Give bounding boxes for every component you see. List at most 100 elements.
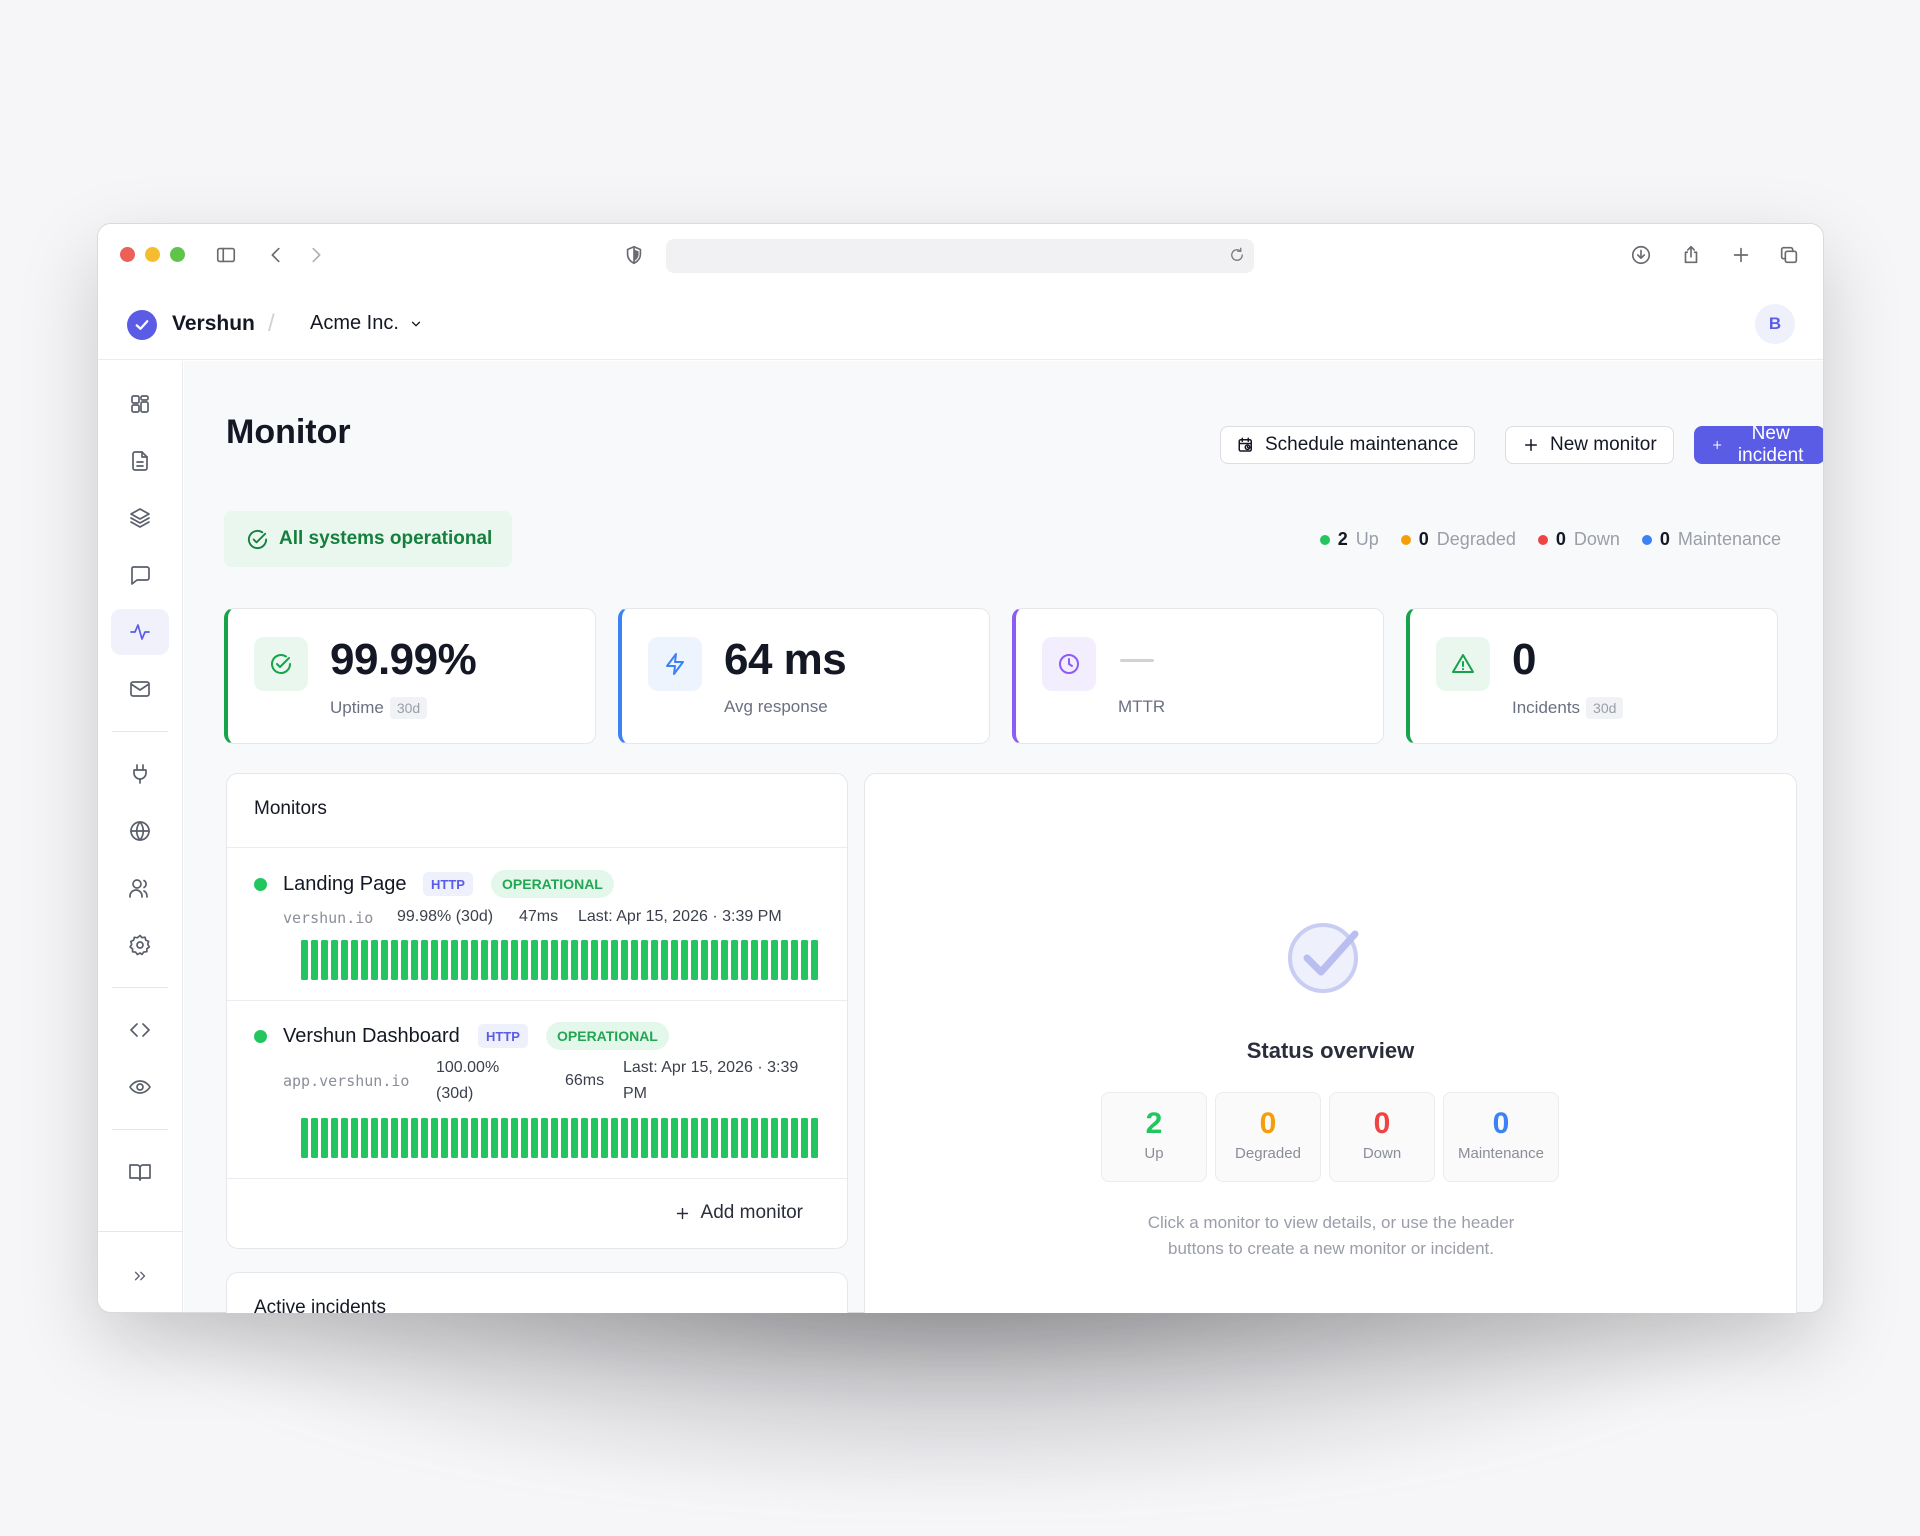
- uptime-bar[interactable]: [321, 940, 328, 980]
- uptime-bar[interactable]: [311, 1118, 318, 1158]
- sidebar-item-monitor[interactable]: [111, 609, 169, 655]
- tab-overview-icon[interactable]: [1776, 242, 1802, 268]
- uptime-bar[interactable]: [351, 1118, 358, 1158]
- sidebar-item-docs[interactable]: [111, 1149, 169, 1195]
- uptime-bar[interactable]: [421, 940, 428, 980]
- uptime-bar[interactable]: [541, 1118, 548, 1158]
- uptime-bar[interactable]: [781, 1118, 788, 1158]
- uptime-bar[interactable]: [361, 1118, 368, 1158]
- back-arrow-icon[interactable]: [263, 242, 289, 268]
- reload-icon[interactable]: [1228, 246, 1248, 266]
- uptime-bar[interactable]: [421, 1118, 428, 1158]
- uptime-bar[interactable]: [391, 1118, 398, 1158]
- uptime-bar[interactable]: [771, 940, 778, 980]
- uptime-bar[interactable]: [471, 940, 478, 980]
- uptime-bar[interactable]: [381, 1118, 388, 1158]
- uptime-bar[interactable]: [441, 1118, 448, 1158]
- sidebar-item-documents[interactable]: [111, 438, 169, 484]
- uptime-bar[interactable]: [691, 1118, 698, 1158]
- uptime-bar[interactable]: [741, 940, 748, 980]
- uptime-bar[interactable]: [711, 940, 718, 980]
- close-window-button[interactable]: [120, 247, 135, 262]
- uptime-bar[interactable]: [541, 940, 548, 980]
- uptime-bar[interactable]: [451, 940, 458, 980]
- uptime-bar[interactable]: [691, 940, 698, 980]
- user-avatar[interactable]: B: [1755, 304, 1795, 344]
- uptime-bar[interactable]: [521, 940, 528, 980]
- uptime-bar[interactable]: [491, 940, 498, 980]
- uptime-bar[interactable]: [701, 1118, 708, 1158]
- monitor-name[interactable]: Landing Page: [283, 873, 407, 895]
- address-bar[interactable]: [666, 239, 1254, 273]
- uptime-bar[interactable]: [701, 940, 708, 980]
- uptime-bar[interactable]: [611, 1118, 618, 1158]
- uptime-bar[interactable]: [651, 1118, 658, 1158]
- uptime-bar[interactable]: [361, 940, 368, 980]
- uptime-bar[interactable]: [641, 1118, 648, 1158]
- sidebar-item-dashboard[interactable]: [111, 381, 169, 427]
- sidebar-item-integrations[interactable]: [111, 751, 169, 797]
- uptime-bar[interactable]: [631, 1118, 638, 1158]
- uptime-bar[interactable]: [461, 1118, 468, 1158]
- uptime-bar[interactable]: [631, 940, 638, 980]
- uptime-bar[interactable]: [431, 940, 438, 980]
- uptime-bar[interactable]: [351, 940, 358, 980]
- uptime-bar[interactable]: [591, 940, 598, 980]
- uptime-bar[interactable]: [661, 1118, 668, 1158]
- uptime-bar[interactable]: [401, 940, 408, 980]
- uptime-bar[interactable]: [501, 1118, 508, 1158]
- uptime-bar[interactable]: [621, 1118, 628, 1158]
- uptime-bar[interactable]: [571, 940, 578, 980]
- sidebar-item-settings[interactable]: [111, 922, 169, 968]
- uptime-bar[interactable]: [751, 1118, 758, 1158]
- uptime-bar[interactable]: [791, 940, 798, 980]
- new-tab-icon[interactable]: [1728, 242, 1754, 268]
- brand-name[interactable]: Vershun: [172, 312, 255, 335]
- uptime-bar[interactable]: [791, 1118, 798, 1158]
- uptime-bar[interactable]: [801, 1118, 808, 1158]
- uptime-bar[interactable]: [661, 940, 668, 980]
- uptime-bar[interactable]: [471, 1118, 478, 1158]
- uptime-bar[interactable]: [371, 940, 378, 980]
- uptime-bar[interactable]: [591, 1118, 598, 1158]
- uptime-bar[interactable]: [341, 1118, 348, 1158]
- uptime-bar[interactable]: [511, 1118, 518, 1158]
- new-incident-button[interactable]: New incident: [1694, 423, 1823, 466]
- uptime-bar[interactable]: [811, 1118, 818, 1158]
- uptime-bar[interactable]: [371, 1118, 378, 1158]
- uptime-bar[interactable]: [531, 1118, 538, 1158]
- sidebar-toggle-icon[interactable]: [213, 242, 239, 268]
- uptime-bar[interactable]: [731, 1118, 738, 1158]
- uptime-bar[interactable]: [581, 1118, 588, 1158]
- uptime-bar[interactable]: [521, 1118, 528, 1158]
- uptime-bar[interactable]: [721, 1118, 728, 1158]
- uptime-bar[interactable]: [411, 1118, 418, 1158]
- uptime-bar[interactable]: [761, 1118, 768, 1158]
- uptime-bar[interactable]: [511, 940, 518, 980]
- uptime-bar[interactable]: [441, 940, 448, 980]
- uptime-bar[interactable]: [491, 1118, 498, 1158]
- uptime-bar[interactable]: [561, 1118, 568, 1158]
- sidebar-item-mail[interactable]: [111, 666, 169, 712]
- uptime-bar[interactable]: [641, 940, 648, 980]
- uptime-bar[interactable]: [741, 1118, 748, 1158]
- uptime-bar[interactable]: [681, 1118, 688, 1158]
- privacy-shield-icon[interactable]: [621, 242, 647, 268]
- uptime-bar[interactable]: [551, 1118, 558, 1158]
- uptime-bar[interactable]: [711, 1118, 718, 1158]
- sidebar-expand-button[interactable]: [111, 1253, 169, 1299]
- uptime-bar[interactable]: [391, 940, 398, 980]
- monitor-name[interactable]: Vershun Dashboard: [283, 1025, 460, 1047]
- uptime-bar[interactable]: [781, 940, 788, 980]
- uptime-bar[interactable]: [811, 940, 818, 980]
- uptime-bar[interactable]: [761, 940, 768, 980]
- uptime-bar[interactable]: [601, 1118, 608, 1158]
- uptime-bar[interactable]: [751, 940, 758, 980]
- uptime-bar[interactable]: [321, 1118, 328, 1158]
- uptime-bar[interactable]: [611, 940, 618, 980]
- uptime-bar[interactable]: [581, 940, 588, 980]
- vershun-logo-icon[interactable]: [127, 310, 157, 340]
- uptime-bar[interactable]: [451, 1118, 458, 1158]
- sidebar-item-layers[interactable]: [111, 495, 169, 541]
- uptime-bar[interactable]: [501, 940, 508, 980]
